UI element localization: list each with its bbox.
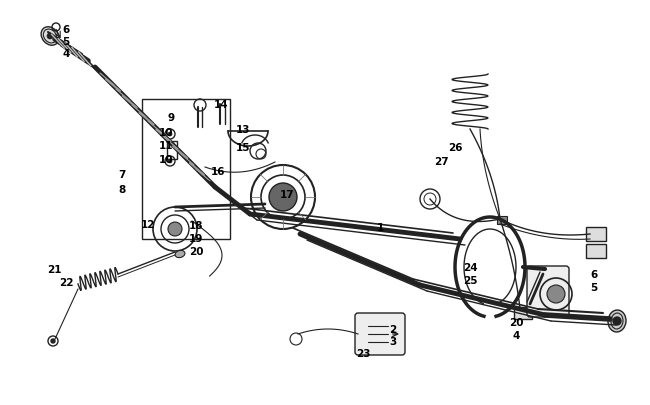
Circle shape [51, 339, 55, 343]
Text: 8: 8 [118, 185, 125, 194]
Text: 27: 27 [434, 157, 448, 166]
Circle shape [168, 133, 172, 136]
Ellipse shape [175, 251, 185, 258]
Text: 10: 10 [159, 128, 174, 138]
Circle shape [547, 285, 565, 303]
Ellipse shape [608, 310, 626, 332]
Text: 5: 5 [590, 282, 597, 292]
Text: 6: 6 [62, 25, 70, 35]
Text: 18: 18 [188, 220, 203, 230]
Bar [497, 216, 507, 224]
Circle shape [168, 160, 172, 164]
Text: 7: 7 [118, 170, 125, 179]
Text: 2: 2 [389, 324, 396, 334]
Bar [514, 307, 532, 319]
Circle shape [269, 183, 297, 211]
Text: 3: 3 [389, 336, 396, 346]
Bar [586, 244, 606, 258]
Bar [167, 142, 177, 160]
Text: 22: 22 [58, 277, 73, 287]
Text: 24: 24 [463, 262, 477, 272]
Text: 5: 5 [62, 37, 70, 47]
Text: 11: 11 [159, 141, 174, 151]
Text: 14: 14 [214, 100, 228, 110]
Text: 20: 20 [188, 246, 203, 256]
Text: 21: 21 [47, 264, 61, 274]
Circle shape [168, 222, 182, 237]
Text: 1: 1 [376, 222, 384, 232]
Circle shape [47, 34, 53, 40]
Text: 4: 4 [512, 330, 520, 340]
Text: 6: 6 [590, 269, 597, 279]
Text: 25: 25 [463, 275, 477, 285]
Bar [586, 228, 606, 241]
Text: 12: 12 [141, 220, 155, 230]
Circle shape [613, 317, 621, 325]
Text: 10: 10 [159, 155, 174, 164]
Text: 26: 26 [448, 143, 462, 153]
Text: 17: 17 [280, 190, 294, 200]
Text: 4: 4 [62, 49, 70, 59]
Ellipse shape [41, 28, 59, 46]
Bar [142, 100, 230, 239]
FancyBboxPatch shape [527, 266, 569, 317]
Text: 23: 23 [356, 348, 370, 358]
Text: 9: 9 [168, 113, 175, 123]
Text: 15: 15 [236, 143, 250, 153]
Text: 20: 20 [509, 317, 523, 327]
Text: 13: 13 [236, 125, 250, 135]
Text: 19: 19 [188, 233, 203, 243]
Text: 16: 16 [211, 166, 226, 177]
FancyBboxPatch shape [355, 313, 405, 355]
